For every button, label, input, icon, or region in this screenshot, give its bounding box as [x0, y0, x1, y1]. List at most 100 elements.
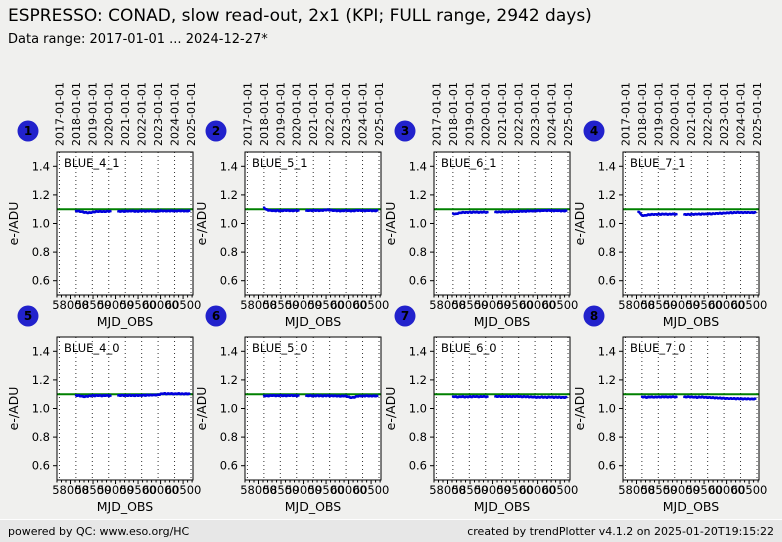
detector-label: BLUE_7_1 — [630, 156, 686, 170]
badge-circle[interactable] — [17, 305, 39, 327]
date-tick-label: 2021-01-01 — [685, 82, 698, 146]
x-tick-label: 59000 — [285, 298, 322, 312]
y-tick-label: 1.4 — [409, 344, 427, 358]
plot-badge-8[interactable]: 8 — [583, 305, 605, 327]
x-tick-label: 58500 — [263, 298, 300, 312]
axes-background — [245, 337, 381, 480]
badge-number: 6 — [212, 309, 220, 323]
x-tick-label: 59000 — [474, 483, 511, 497]
y-tick-label: 1.4 — [598, 159, 616, 173]
x-axis-label: MJD_OBS — [663, 499, 720, 514]
plot-badge-5[interactable]: 5 — [17, 305, 39, 327]
axes-background — [57, 152, 193, 295]
y-axis-label: e-/ADU — [194, 387, 209, 431]
detector-label: BLUE_4_1 — [64, 156, 120, 170]
date-tick-label: 2022-01-01 — [702, 82, 715, 146]
badge-circle[interactable] — [17, 120, 39, 142]
plot-badge-3[interactable]: 3 — [394, 120, 416, 142]
badge-circle[interactable] — [394, 120, 416, 142]
date-tick-label: 2023-01-01 — [529, 82, 542, 146]
y-tick-label: 1.4 — [220, 344, 238, 358]
y-tick-label: 1.2 — [220, 373, 238, 387]
y-tick-label: 1.4 — [32, 159, 50, 173]
data-range-subtitle: Data range: 2017-01-01 ... 2024-12-27* — [8, 32, 268, 47]
y-tick-label: 0.6 — [32, 459, 50, 473]
badge-number: 3 — [401, 124, 409, 138]
plot-badge-7[interactable]: 7 — [394, 305, 416, 327]
badge-circle[interactable] — [205, 120, 227, 142]
date-tick-label: 2017-01-01 — [53, 82, 66, 146]
footer-powered-by: powered by QC: www.eso.org/HC — [8, 524, 190, 538]
data-points — [640, 395, 757, 401]
x-tick-label: 60500 — [542, 298, 579, 312]
subplot-blue_5_1: 2017-01-01 2018-01-01 2019-01-01 2020-01-01… — [194, 82, 389, 329]
badge-circle[interactable] — [394, 305, 416, 327]
detector-label: BLUE_6_1 — [441, 156, 497, 170]
y-tick-label: 0.8 — [409, 430, 427, 444]
y-tick-label: 1.2 — [598, 188, 616, 202]
date-tick-label: 2024-01-01 — [735, 82, 748, 146]
data-points — [451, 208, 568, 216]
plot-badge-6[interactable]: 6 — [205, 305, 227, 327]
y-tick-label: 0.6 — [598, 274, 616, 288]
y-tick-label: 1.0 — [32, 402, 50, 416]
badge-number: 1 — [24, 124, 32, 138]
date-tick-label: 2024-01-01 — [546, 82, 559, 146]
data-points — [262, 206, 379, 213]
plot-badge-4[interactable]: 4 — [583, 120, 605, 142]
y-tick-label: 1.2 — [32, 188, 50, 202]
x-tick-label: 59500 — [497, 483, 534, 497]
axes-background — [623, 152, 759, 295]
x-axis-label: MJD_OBS — [285, 499, 342, 514]
x-tick-label: 59000 — [97, 298, 134, 312]
date-tick-label: 2018-01-01 — [258, 82, 271, 146]
y-axis-label: e-/ADU — [383, 387, 398, 431]
data-points — [637, 210, 757, 217]
x-tick-label: 59000 — [474, 298, 511, 312]
badge-circle[interactable] — [583, 305, 605, 327]
y-tick-label: 1.0 — [220, 402, 238, 416]
x-tick-label: 58500 — [75, 298, 112, 312]
axes-background — [623, 337, 759, 480]
detector-label: BLUE_6_0 — [441, 341, 497, 355]
y-tick-label: 0.6 — [220, 459, 238, 473]
footer-created-by: created by trendPlotter v4.1.2 on 2025-0… — [467, 524, 774, 538]
badge-circle[interactable] — [583, 120, 605, 142]
x-tick-label: 60500 — [353, 483, 390, 497]
detector-label: BLUE_7_0 — [630, 341, 686, 355]
subplot-blue_7_1: 2017-01-01 2018-01-01 2019-01-01 2020-01-01… — [572, 82, 767, 329]
x-tick-label: 60000 — [708, 483, 745, 497]
date-tick-label: 2017-01-01 — [430, 82, 443, 146]
date-tick-label: 2019-01-01 — [86, 82, 99, 146]
badge-circle[interactable] — [205, 305, 227, 327]
date-tick-label: 2024-01-01 — [357, 82, 370, 146]
date-tick-label: 2018-01-01 — [636, 82, 649, 146]
x-tick-label: 59000 — [97, 483, 134, 497]
plot-badge-2[interactable]: 2 — [205, 120, 227, 142]
badge-number: 4 — [590, 124, 598, 138]
x-tick-label: 59500 — [120, 298, 157, 312]
y-tick-label: 1.0 — [409, 402, 427, 416]
date-tick-label: 2025-01-01 — [562, 82, 575, 146]
x-tick-label: 60000 — [142, 483, 179, 497]
x-tick-label: 60500 — [165, 298, 202, 312]
plot-badge-1[interactable]: 1 — [17, 120, 39, 142]
x-axis-label: MJD_OBS — [663, 314, 720, 329]
page-title: ESPRESSO: CONAD, slow read-out, 2x1 (KPI… — [8, 6, 592, 26]
x-tick-label: 59500 — [308, 483, 345, 497]
date-tick-label: 2023-01-01 — [152, 82, 165, 146]
y-axis-label: e-/ADU — [194, 202, 209, 246]
badge-number: 5 — [24, 309, 32, 323]
date-tick-label: 2023-01-01 — [718, 82, 731, 146]
x-axis-label: MJD_OBS — [97, 499, 154, 514]
badge-number: 2 — [212, 124, 220, 138]
badge-number: 8 — [590, 309, 598, 323]
y-tick-label: 1.4 — [598, 344, 616, 358]
detector-label: BLUE_5_1 — [252, 156, 308, 170]
footer-bar: powered by QC: www.eso.org/HC created by… — [0, 519, 782, 542]
y-tick-label: 1.0 — [598, 217, 616, 231]
y-tick-label: 1.4 — [409, 159, 427, 173]
x-tick-label: 58000 — [618, 483, 655, 497]
